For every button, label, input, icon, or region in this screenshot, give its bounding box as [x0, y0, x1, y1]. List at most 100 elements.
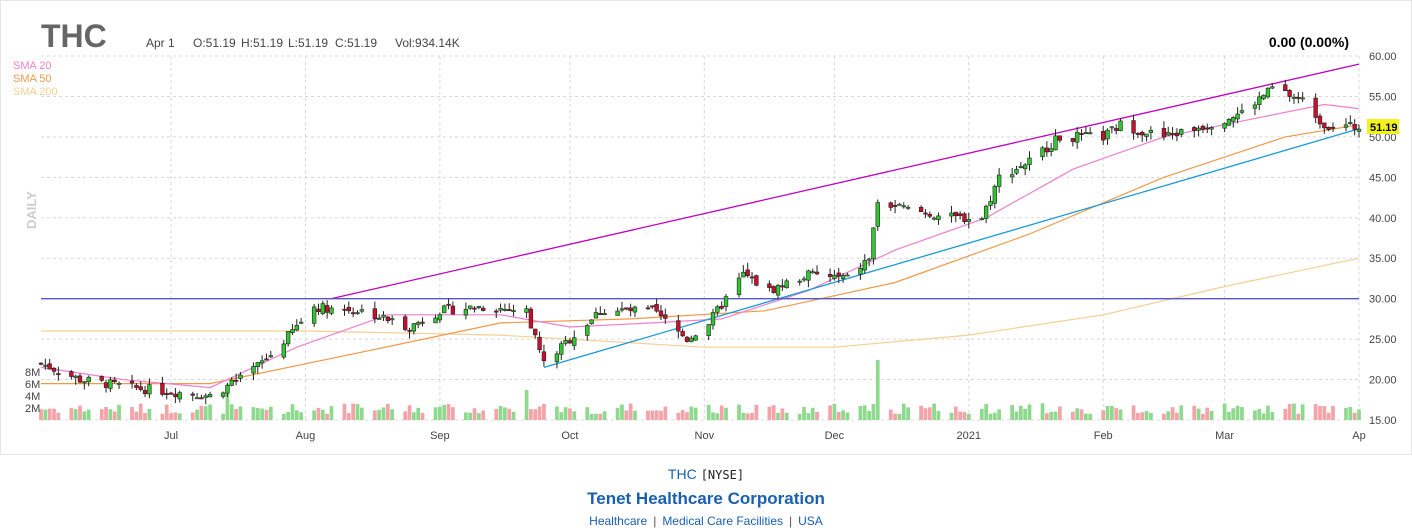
- volume-bar: [208, 404, 212, 420]
- sector-link[interactable]: Healthcare: [589, 514, 648, 528]
- volume-bar: [1136, 412, 1140, 420]
- candle-body: [901, 205, 906, 208]
- candlestick: [1257, 91, 1262, 111]
- candlestick: [598, 306, 603, 315]
- candle-body: [814, 271, 820, 275]
- candle-body: [1261, 94, 1266, 100]
- candlestick: [936, 212, 941, 225]
- candle-body: [832, 274, 837, 279]
- candlestick: [468, 305, 473, 311]
- candlestick: [784, 278, 789, 289]
- candle-body: [1326, 126, 1331, 130]
- volume-bar: [1075, 408, 1080, 420]
- candle-body: [1088, 132, 1093, 135]
- volume-bar: [407, 405, 412, 420]
- x-tick-label: Dec: [825, 430, 845, 442]
- candlestick: [905, 204, 911, 210]
- candle-body: [38, 362, 44, 365]
- candle-body: [754, 275, 759, 286]
- volume-bar: [355, 404, 360, 420]
- volume-bar: [1240, 406, 1244, 420]
- candle-body: [1252, 104, 1258, 109]
- candlestick: [966, 212, 971, 229]
- candle-body: [680, 331, 685, 337]
- volume-bar: [481, 410, 486, 420]
- candle-body: [403, 316, 408, 330]
- volume-bar: [832, 403, 837, 420]
- x-tick-label: Oct: [561, 430, 578, 442]
- candle-body: [585, 325, 590, 336]
- candle-body: [177, 392, 182, 400]
- candlestick: [1222, 122, 1227, 133]
- candle-body: [507, 309, 512, 311]
- volume-bar: [997, 409, 1002, 420]
- candlestick: [259, 355, 265, 369]
- candlestick: [1131, 114, 1136, 140]
- candlestick: [663, 308, 668, 324]
- volume-bar: [1300, 404, 1305, 420]
- volume-bar: [1257, 408, 1262, 420]
- volume-bar: [433, 407, 438, 420]
- candlestick: [498, 303, 503, 313]
- candlestick: [1200, 124, 1206, 134]
- candlestick: [177, 390, 182, 403]
- company-name[interactable]: Tenet Healthcare Corporation: [587, 489, 825, 508]
- candle-body: [320, 303, 325, 314]
- candlestick: [1317, 113, 1323, 129]
- volume-bar: [927, 407, 932, 420]
- candle-body: [173, 393, 178, 398]
- candlestick: [983, 204, 989, 224]
- candlestick: [203, 393, 208, 405]
- volume-bar: [936, 411, 941, 420]
- candle-body: [73, 375, 78, 378]
- volume-bar: [138, 403, 143, 420]
- candle-body: [329, 307, 334, 314]
- x-tick-label: 2021: [957, 430, 981, 442]
- candlestick: [888, 201, 893, 212]
- volume-bar: [1040, 403, 1045, 420]
- candlestick: [931, 216, 937, 221]
- candlestick: [1027, 151, 1032, 171]
- x-tick-label: Feb: [1094, 430, 1113, 442]
- volume-bar: [659, 410, 663, 420]
- volume-bar: [403, 411, 408, 420]
- candle-body: [845, 274, 850, 277]
- volume-bar: [1344, 408, 1348, 420]
- candle-body: [949, 212, 954, 217]
- volume-bar: [693, 407, 698, 420]
- candlestick: [810, 268, 815, 274]
- volume-bar: [663, 406, 668, 420]
- candlestick: [1135, 132, 1141, 139]
- volume-bar: [958, 411, 962, 420]
- candle-body: [1114, 128, 1119, 131]
- candlestick: [797, 279, 802, 286]
- industry-link[interactable]: Medical Care Facilities: [662, 514, 784, 528]
- country-link[interactable]: USA: [798, 514, 823, 528]
- candlestick: [416, 320, 421, 329]
- candle-body: [103, 382, 109, 388]
- chart-canvas[interactable]: 60.00 55.00 50.00 45.00 40.00 35.00 30.00 25.00…: [1, 1, 1411, 454]
- volume-bar: [238, 406, 243, 420]
- candlestick: [871, 227, 876, 265]
- candlestick: [1209, 126, 1214, 136]
- candlestick: [719, 301, 724, 310]
- candle-body: [1265, 87, 1271, 98]
- candlestick: [1118, 118, 1123, 132]
- candle-body: [775, 285, 781, 296]
- footer-ticker[interactable]: THC: [667, 466, 697, 482]
- candle-body: [1101, 131, 1106, 141]
- candlestick: [355, 310, 360, 315]
- quote-date: Apr 1: [146, 36, 175, 50]
- volume-bar: [507, 408, 512, 420]
- volume-bar: [39, 409, 43, 420]
- candlestick: [892, 199, 898, 214]
- quote-open: O:51.19: [193, 36, 236, 50]
- candle-body: [350, 312, 356, 315]
- volume-bar: [1014, 411, 1019, 420]
- candlestick: [225, 382, 230, 398]
- candle-body: [437, 314, 443, 321]
- candlestick: [502, 303, 508, 312]
- candlestick: [953, 211, 958, 223]
- candlestick: [1235, 107, 1240, 124]
- candlestick: [559, 340, 564, 361]
